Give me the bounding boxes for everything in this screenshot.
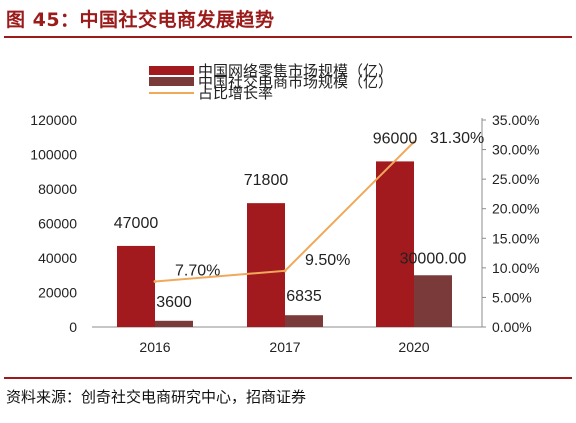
bar-series1-2020 xyxy=(414,275,452,327)
right-tick-label: 0.00% xyxy=(492,319,532,335)
right-tick-label: 10.00% xyxy=(492,260,539,276)
right-axis: 0.00% 5.00% 10.00% 15.00% 20.00% 25.00% 30.00%… xyxy=(481,112,539,335)
bar-series1-2016 xyxy=(155,320,193,327)
bar-series1-2017 xyxy=(285,315,323,327)
left-tick-label: 80000 xyxy=(38,181,77,197)
left-tick-label: 0 xyxy=(69,319,77,335)
x-axis: 2016 2017 2020 xyxy=(92,326,482,355)
x-tick-label: 2017 xyxy=(269,339,300,355)
bar-value-label: 47000 xyxy=(114,215,159,232)
growth-point-2020 xyxy=(412,140,416,144)
legend-label-2: 占比增长率 xyxy=(198,85,273,102)
bar-series0-2020 xyxy=(376,161,414,327)
growth-point-2017 xyxy=(283,269,287,273)
right-tick-label: 35.00% xyxy=(492,112,539,128)
left-tick-label: 120000 xyxy=(30,112,77,128)
right-tick-label: 5.00% xyxy=(492,289,532,305)
left-tick-label: 20000 xyxy=(38,285,77,301)
legend-label-1: 中国社交电商市场规模（亿） xyxy=(198,73,393,91)
line-value-label: 7.70% xyxy=(175,262,220,279)
line-value-label: 31.30% xyxy=(430,130,484,147)
source-note: 资料来源：创奇社交电商研究中心，招商证券 xyxy=(6,388,307,406)
legend: 中国网络零售市场规模（亿）中国社交电商市场规模（亿）占比增长率 xyxy=(149,63,393,102)
x-tick-label: 2016 xyxy=(139,339,170,355)
left-axis: 0 20000 40000 60000 80000 100000 120000 xyxy=(30,112,77,335)
data-labels: 47000 71800 96000 3600 6835 30000.00 7.70% 9.50… xyxy=(114,130,485,311)
growth-point-2016 xyxy=(153,279,157,283)
left-tick-label: 60000 xyxy=(38,216,77,232)
right-tick-label: 20.00% xyxy=(492,201,539,217)
right-tick-label: 15.00% xyxy=(492,230,539,246)
growth-line xyxy=(153,140,416,283)
bar-value-label: 30000.00 xyxy=(400,250,467,267)
title-divider xyxy=(4,36,572,38)
legend-swatch-1 xyxy=(149,77,194,86)
figure-title: 图 45：中国社交电商发展趋势 xyxy=(6,9,275,31)
line-value-label: 9.50% xyxy=(305,252,350,269)
x-tick-label: 2020 xyxy=(398,339,429,355)
bar-series0-2017 xyxy=(247,203,285,327)
legend-swatch-0 xyxy=(149,66,194,75)
bar-line-chart: 中国网络零售市场规模（亿）中国社交电商市场规模（亿）占比增长率 0 20000 40… xyxy=(30,63,539,355)
left-tick-label: 100000 xyxy=(30,147,77,163)
left-tick-label: 40000 xyxy=(38,250,77,266)
bar-value-label: 6835 xyxy=(286,288,322,305)
bar-value-label: 96000 xyxy=(373,130,418,147)
footer-divider xyxy=(4,377,572,379)
bar-series0-2016 xyxy=(117,245,155,327)
right-tick-label: 25.00% xyxy=(492,171,539,187)
bars xyxy=(117,161,452,327)
legend-label-0: 中国网络零售市场规模（亿） xyxy=(198,63,393,80)
right-tick-label: 30.00% xyxy=(492,142,539,158)
bar-value-label: 71800 xyxy=(244,172,289,189)
bar-value-label: 3600 xyxy=(156,294,192,311)
